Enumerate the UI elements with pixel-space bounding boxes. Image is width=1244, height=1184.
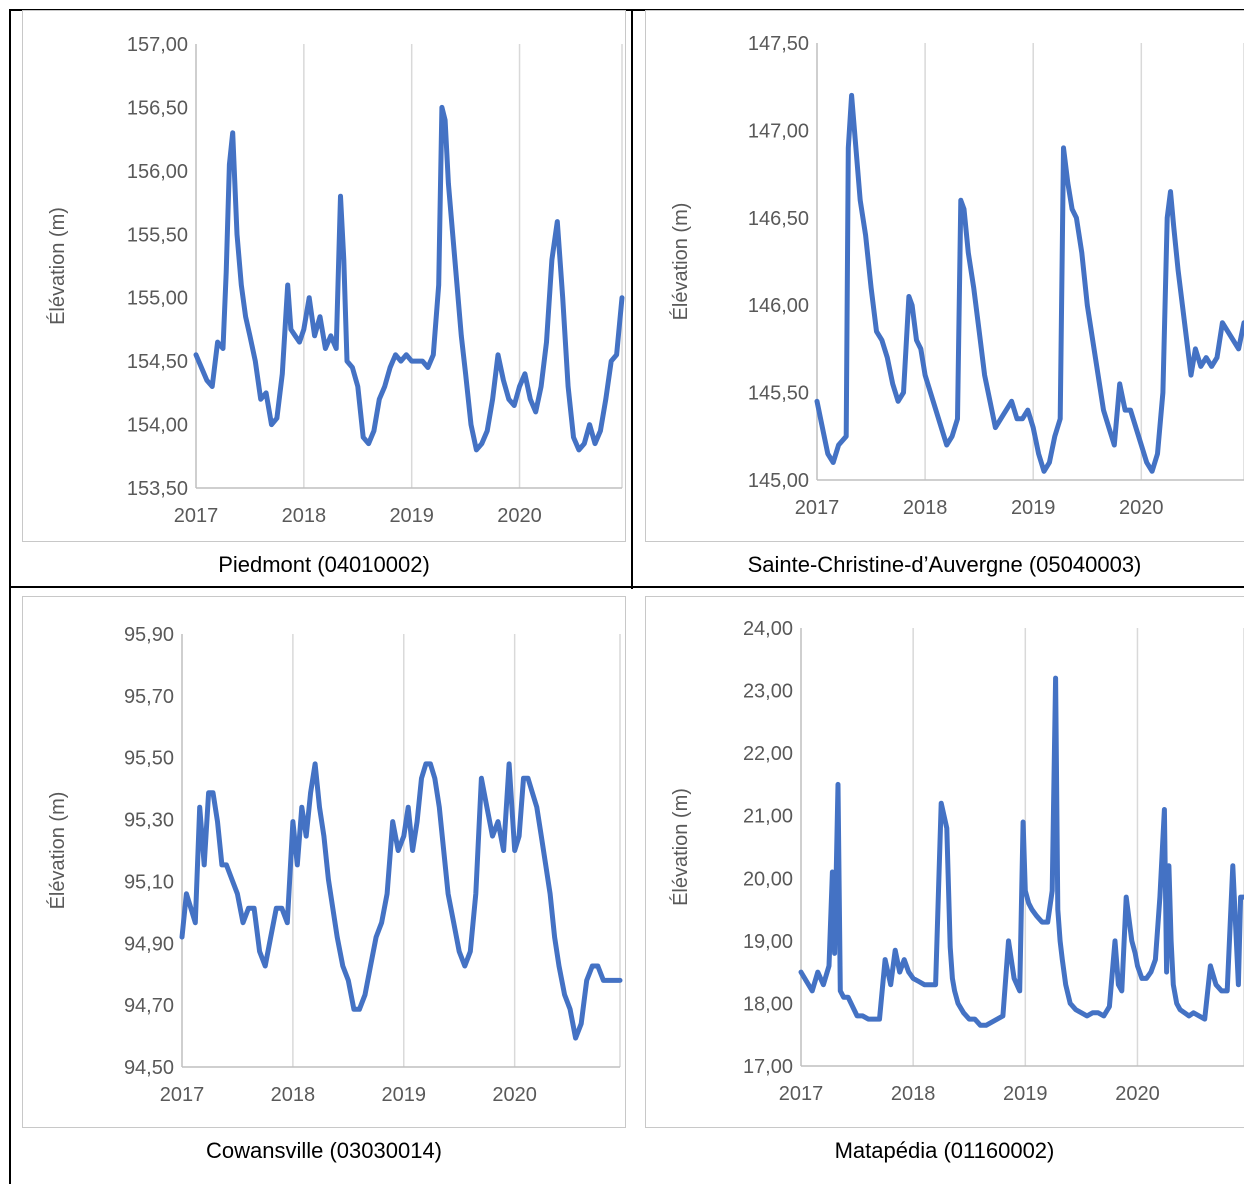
y-tick-label: 155,50 [127, 224, 188, 246]
x-tick-label: 2017 [779, 1083, 824, 1105]
x-tick-label: 2018 [903, 497, 948, 519]
chart-caption: Cowansville (03030014) [205, 1138, 443, 1163]
chart-cowansville: 2017 2018 2019 2020 94,50 94,70 94,90 95,10 95,3… [46, 624, 623, 1106]
x-tick-label: 2020 [1115, 1083, 1160, 1105]
y-tick-label: 19,00 [743, 931, 793, 953]
figure-border [9, 9, 1244, 1184]
chart-caption: Piedmont (04010002) [218, 552, 430, 577]
y-tick-label: 95,70 [124, 686, 174, 708]
x-tick-label: 2019 [1003, 1083, 1048, 1105]
chart-caption: Sainte-Christine-d’Auvergne (05040003) [747, 552, 1142, 577]
y-tick-label: 24,00 [743, 618, 793, 640]
y-axis-label: Élévation (m) [46, 207, 69, 325]
y-tick-label: 94,50 [124, 1057, 174, 1079]
chart-caption: Matapédia (01160002) [834, 1138, 1055, 1163]
y-tick-label: 146,00 [748, 295, 809, 317]
y-tick-label: 95,10 [124, 871, 174, 893]
chart-panel-cowansville: 2017 2018 2019 2020 94,50 94,70 94,90 95,10 95,3… [22, 596, 626, 1168]
x-tick-label: 2018 [271, 1084, 316, 1106]
y-tick-label: 94,70 [124, 995, 174, 1017]
y-tick-label: 156,00 [127, 161, 188, 183]
y-tick-label: 147,50 [748, 33, 809, 55]
x-tick-label: 2020 [497, 505, 542, 527]
x-tick-label: 2020 [492, 1084, 537, 1106]
chart-frame [645, 596, 1244, 1128]
series-line [179, 761, 623, 1041]
y-tick-label: 20,00 [743, 868, 793, 890]
x-tick-label: 2017 [174, 505, 219, 527]
y-axis-label: Élévation (m) [669, 203, 692, 321]
chart-frame [22, 10, 626, 542]
y-axis-label: Élévation (m) [669, 788, 692, 906]
y-tick-label: 21,00 [743, 806, 793, 828]
x-tick-label: 2018 [282, 505, 327, 527]
y-tick-label: 154,00 [127, 415, 188, 437]
chart-sainte-christine: 2017 2018 2019 2020 145,00 145,50 146,00 146,50… [669, 33, 1244, 519]
x-tick-label: 2020 [1119, 497, 1164, 519]
y-tick-label: 22,00 [743, 743, 793, 765]
y-tick-label: 18,00 [743, 993, 793, 1015]
y-tick-label: 146,50 [748, 208, 809, 230]
y-tick-label: 145,00 [748, 470, 809, 492]
y-tick-label: 153,50 [127, 478, 188, 500]
series-line [814, 92, 1244, 474]
x-tick-label: 2019 [1011, 497, 1056, 519]
y-tick-label: 95,90 [124, 624, 174, 646]
y-tick-label: 147,00 [748, 120, 809, 142]
y-tick-label: 17,00 [743, 1056, 793, 1078]
series-line [798, 675, 1244, 1028]
grid-divider-horizontal [9, 586, 1244, 588]
chart-frame [22, 596, 626, 1128]
chart-panel-matapedia: 2017 2018 2019 2020 17,00 18,00 19,00 20,00 21,0… [645, 596, 1244, 1168]
series-line [193, 104, 625, 453]
y-tick-label: 95,30 [124, 810, 174, 832]
x-tick-label: 2017 [795, 497, 840, 519]
chart-piedmont: 2017 2018 2019 2020 153,50 154,00 154,50 155,00… [46, 34, 625, 527]
x-tick-label: 2019 [382, 1084, 427, 1106]
y-tick-label: 23,00 [743, 681, 793, 703]
y-tick-label: 156,50 [127, 97, 188, 119]
x-tick-label: 2017 [160, 1084, 205, 1106]
grid-divider-vertical [631, 9, 633, 589]
y-tick-label: 154,50 [127, 351, 188, 373]
y-tick-label: 145,50 [748, 383, 809, 405]
chart-panel-piedmont: 2017 2018 2019 2020 153,50 154,00 154,50 155,00… [22, 10, 626, 582]
y-tick-label: 155,00 [127, 288, 188, 310]
x-tick-label: 2019 [389, 505, 434, 527]
y-axis-label: Élévation (m) [46, 792, 69, 910]
y-tick-label: 95,50 [124, 748, 174, 770]
y-tick-label: 157,00 [127, 34, 188, 56]
y-tick-label: 94,90 [124, 933, 174, 955]
chart-matapedia: 2017 2018 2019 2020 17,00 18,00 19,00 20,00 21,0… [669, 618, 1244, 1105]
x-tick-label: 2018 [891, 1083, 936, 1105]
chart-panel-sainte-christine: 2017 2018 2019 2020 145,00 145,50 146,00 146,50… [645, 10, 1244, 582]
